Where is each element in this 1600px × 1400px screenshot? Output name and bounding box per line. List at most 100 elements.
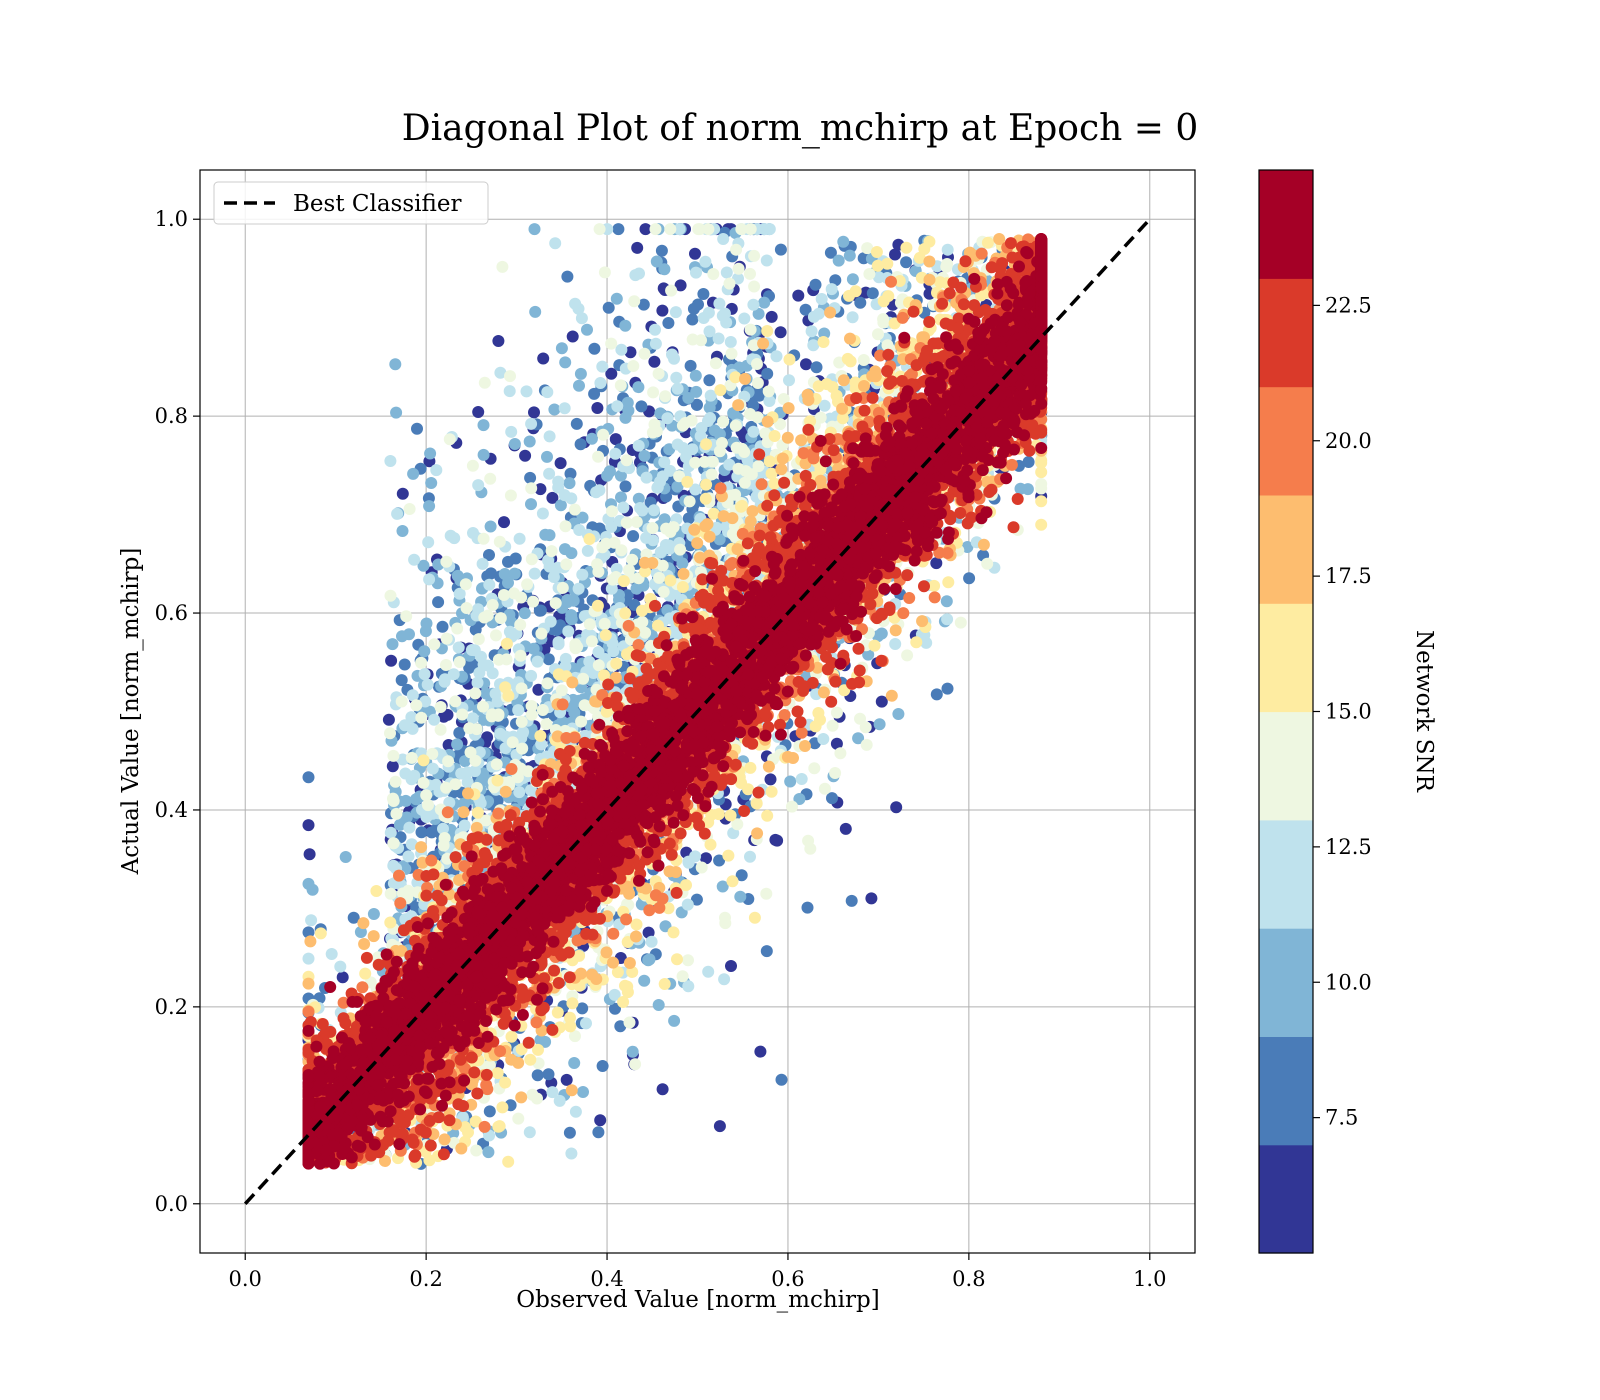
scatter-point (671, 382, 684, 395)
scatter-point (705, 468, 718, 481)
scatter-point (497, 589, 510, 601)
scatter-point (441, 708, 454, 721)
scatter-point (700, 478, 713, 491)
scatter-point (576, 1002, 589, 1015)
scatter-point (646, 522, 659, 534)
scatter-point (606, 505, 618, 518)
scatter-point (872, 328, 884, 341)
scatter-point (744, 850, 756, 863)
scatter-point (490, 629, 502, 642)
scatter-point (627, 360, 640, 372)
scatter-point (580, 1017, 592, 1030)
scatter-point (384, 826, 397, 839)
scatter-point (442, 755, 455, 768)
scatter-point (503, 385, 516, 398)
scatter-point (665, 284, 678, 297)
scatter-point (652, 367, 665, 380)
scatter-point (306, 883, 319, 896)
scatter-point (761, 809, 774, 822)
scatter-point (651, 481, 664, 494)
scatter-point (425, 477, 438, 489)
scatter-point (719, 911, 731, 924)
scatter-point (702, 415, 714, 427)
scatter-point (854, 296, 867, 309)
scatter-point (422, 536, 435, 549)
scatter-point (508, 567, 521, 580)
scatter-point (583, 533, 596, 545)
scatter-point (839, 822, 852, 835)
scatter-point (449, 695, 462, 708)
scatter-point (402, 850, 415, 863)
scatter-point (466, 459, 479, 472)
scatter-point (646, 426, 659, 439)
scatter-point (528, 406, 540, 419)
scatter-point (536, 507, 549, 520)
scatter-point (566, 330, 579, 343)
scatter-point (484, 520, 497, 533)
scatter-point (900, 256, 913, 269)
scatter-point (758, 223, 771, 236)
scatter-point (588, 387, 601, 400)
scatter-point (723, 277, 736, 290)
scatter-point (877, 295, 890, 308)
scatter-point (421, 678, 434, 691)
scatter-point (531, 1069, 544, 1082)
scatter-point (630, 516, 643, 528)
scatter-point (703, 325, 716, 338)
scatter-point (700, 852, 712, 865)
scatter-point (502, 555, 514, 568)
scatter-point (607, 645, 620, 658)
scatter-point (762, 385, 775, 398)
scatter-point (774, 326, 787, 339)
scatter-point (817, 733, 830, 745)
scatter-point (505, 425, 518, 438)
scatter-point (669, 306, 682, 319)
scatter-point (682, 980, 695, 993)
scatter-point (542, 1068, 555, 1081)
scatter-point (504, 370, 516, 383)
scatter-point (529, 305, 542, 318)
scatter-point (830, 706, 843, 719)
scatter-point (889, 248, 901, 261)
scatter-point (640, 471, 653, 484)
scatter-point (676, 557, 689, 570)
scatter-point (534, 729, 547, 742)
scatter-point (615, 491, 627, 504)
scatter-point (658, 263, 671, 276)
scatter-point (1014, 482, 1027, 495)
scatter-point (559, 356, 572, 369)
scatter-point (555, 342, 568, 355)
scatter-point (568, 503, 581, 516)
scatter-point (478, 611, 491, 624)
scatter-point (426, 762, 439, 775)
scatter-point (499, 1076, 512, 1089)
scatter-point (802, 834, 815, 847)
scatter-point (690, 385, 703, 398)
scatter-point (658, 978, 671, 990)
scatter-point (775, 1073, 788, 1086)
scatter-point (484, 472, 497, 485)
scatter-point (422, 799, 434, 812)
scatter-point (519, 449, 532, 462)
scatter-point (408, 553, 421, 566)
scatter-point (645, 935, 658, 948)
scatter-point (654, 546, 667, 559)
scatter-point (702, 965, 715, 978)
scatter-point (458, 819, 471, 832)
scatter-point (668, 352, 680, 365)
scatter-point (598, 266, 611, 279)
scatter-point (496, 1101, 509, 1114)
scatter-point (512, 1112, 525, 1125)
scatter-point (736, 499, 749, 512)
scatter-point (520, 385, 533, 398)
scatter-point (574, 438, 587, 451)
scatter-point (471, 806, 484, 819)
scatter-point (771, 834, 784, 847)
scatter-point (566, 997, 579, 1010)
scatter-point (515, 682, 528, 695)
scatter-point (594, 377, 607, 389)
scatter-point (638, 449, 651, 462)
scatter-point (942, 576, 955, 589)
scatter-point (415, 711, 428, 724)
scatter-point (492, 1120, 505, 1133)
